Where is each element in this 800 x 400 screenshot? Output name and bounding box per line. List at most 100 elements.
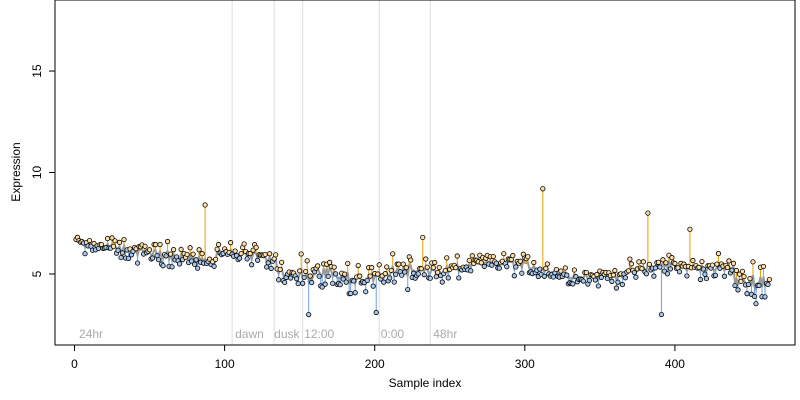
data-point bbox=[178, 246, 184, 253]
data-point bbox=[288, 275, 294, 281]
data-point bbox=[453, 265, 459, 271]
data-point bbox=[384, 264, 390, 270]
data-point bbox=[739, 268, 746, 274]
data-point bbox=[421, 272, 427, 278]
data-point bbox=[586, 277, 592, 283]
data-point bbox=[493, 260, 499, 266]
data-point bbox=[489, 262, 495, 268]
data-point bbox=[525, 254, 531, 260]
data-point bbox=[703, 275, 710, 282]
data-point bbox=[345, 260, 351, 267]
data-point bbox=[664, 271, 671, 277]
data-point bbox=[86, 237, 93, 244]
data-point bbox=[732, 282, 738, 289]
data-point bbox=[390, 251, 396, 257]
data-point bbox=[541, 273, 547, 279]
data-point bbox=[594, 271, 600, 278]
data-point bbox=[531, 259, 537, 266]
data-point bbox=[553, 266, 559, 273]
data-point bbox=[424, 264, 430, 270]
data-point bbox=[307, 273, 313, 279]
data-point bbox=[364, 277, 370, 284]
data-point bbox=[583, 269, 589, 276]
data-point bbox=[402, 269, 408, 275]
data-point bbox=[276, 277, 282, 283]
phase-label: 24hr bbox=[79, 327, 103, 341]
data-point bbox=[373, 309, 379, 316]
data-point bbox=[376, 262, 382, 268]
data-point bbox=[715, 250, 722, 257]
data-point bbox=[645, 210, 651, 216]
data-point bbox=[444, 255, 450, 261]
data-point bbox=[570, 281, 576, 287]
data-point bbox=[237, 255, 243, 261]
data-point bbox=[466, 257, 472, 264]
data-point bbox=[331, 264, 337, 270]
phase-label: dawn bbox=[235, 327, 264, 341]
data-point bbox=[104, 235, 111, 242]
data-point bbox=[733, 267, 740, 274]
data-point bbox=[435, 269, 441, 276]
data-point bbox=[403, 264, 409, 271]
phase-label: dusk bbox=[274, 327, 300, 341]
data-point bbox=[157, 241, 163, 248]
data-point bbox=[352, 290, 358, 296]
data-point bbox=[423, 256, 429, 262]
data-point bbox=[658, 311, 665, 318]
data-point bbox=[513, 264, 519, 270]
data-point bbox=[343, 279, 349, 285]
data-point bbox=[408, 257, 414, 263]
phase-label: 48hr bbox=[433, 327, 457, 341]
data-point bbox=[325, 273, 331, 279]
data-point bbox=[721, 273, 728, 279]
data-point bbox=[115, 247, 121, 253]
data-point bbox=[738, 278, 744, 285]
data-point bbox=[765, 281, 771, 288]
data-point bbox=[612, 267, 618, 274]
data-point bbox=[432, 259, 438, 266]
data-point bbox=[643, 271, 649, 277]
x-tick-label: 0 bbox=[71, 357, 78, 371]
data-point bbox=[609, 278, 615, 284]
phase-labels: 24hr dawn dusk 12:00 0:00 48hr bbox=[79, 327, 457, 341]
data-point bbox=[388, 267, 394, 273]
data-points bbox=[73, 186, 773, 318]
data-point bbox=[82, 251, 88, 257]
data-point bbox=[667, 266, 674, 272]
data-point bbox=[619, 281, 625, 288]
data-point bbox=[282, 279, 288, 286]
data-point bbox=[697, 276, 704, 283]
data-point bbox=[119, 250, 126, 256]
data-point bbox=[152, 242, 159, 248]
data-point bbox=[134, 260, 141, 266]
data-point bbox=[337, 282, 343, 288]
data-point bbox=[439, 279, 445, 285]
data-point bbox=[651, 273, 657, 279]
data-point bbox=[304, 258, 310, 264]
data-point bbox=[660, 257, 666, 263]
data-point bbox=[194, 265, 201, 271]
data-point bbox=[142, 243, 148, 249]
data-point bbox=[351, 278, 357, 284]
data-point bbox=[400, 261, 406, 267]
data-point bbox=[571, 267, 577, 273]
data-point bbox=[273, 252, 279, 258]
data-point bbox=[228, 240, 234, 246]
data-point bbox=[558, 268, 564, 274]
data-point bbox=[306, 311, 312, 318]
data-point bbox=[615, 279, 621, 285]
data-point bbox=[639, 266, 645, 272]
data-point bbox=[298, 251, 304, 257]
data-point bbox=[427, 275, 433, 281]
data-point bbox=[268, 265, 274, 271]
x-tick-label: 200 bbox=[365, 357, 385, 371]
data-point bbox=[726, 258, 732, 264]
data-point bbox=[112, 238, 118, 244]
data-point bbox=[297, 268, 303, 274]
data-point bbox=[543, 265, 549, 271]
data-point bbox=[762, 294, 768, 300]
data-point bbox=[267, 251, 273, 257]
data-point bbox=[188, 258, 195, 264]
data-point bbox=[510, 253, 516, 259]
data-point bbox=[628, 261, 634, 267]
